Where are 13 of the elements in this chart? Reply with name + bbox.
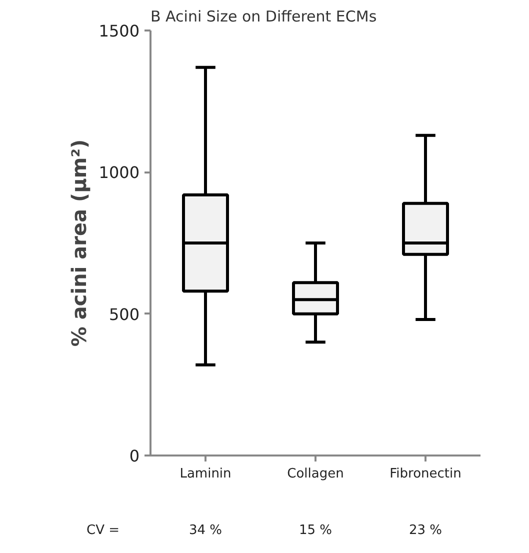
y-axis-title: % acini area (µm²) [66, 139, 91, 347]
y-tick-label: 1000 [98, 163, 140, 182]
x-tick-label: Collagen [287, 466, 344, 482]
y-tick-label: 1500 [98, 22, 140, 40]
text: 23 % [408, 523, 442, 538]
y-tick-label: 500 [108, 304, 140, 324]
x-tick-label: Laminin [180, 466, 232, 482]
text: 34 % [188, 523, 222, 538]
y-tick-label: 0 [129, 446, 140, 466]
text: CV = [86, 523, 120, 538]
x-tick-label: Fibronectin [390, 466, 462, 482]
text: 15 % [298, 523, 332, 538]
chart-title: B Acini Size on Different ECMs [150, 8, 377, 26]
